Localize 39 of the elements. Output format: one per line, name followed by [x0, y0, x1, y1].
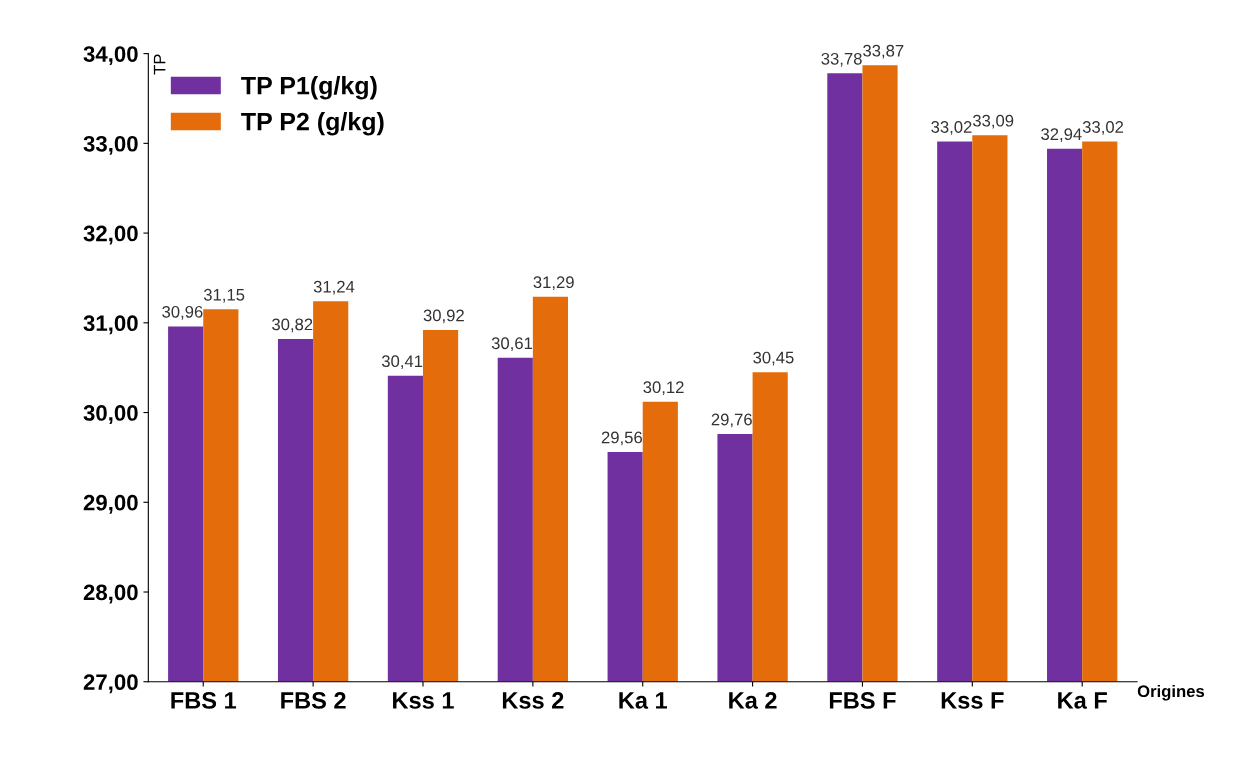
y-tick-label: 34,00	[83, 46, 138, 66]
data-label: 31,29	[533, 276, 574, 291]
data-label: 33,87	[863, 44, 904, 59]
legend-label: TP P2 (g/kg)	[241, 112, 384, 136]
x-tick-label: FBS 2	[281, 692, 346, 709]
data-label: 30,96	[162, 305, 203, 320]
x-tick-label: Kss 2	[502, 692, 564, 709]
data-label: 30,61	[491, 337, 533, 352]
legend-label: TP P1(g/kg)	[241, 76, 377, 100]
y-tick-label: 30,00	[83, 405, 138, 425]
x-tick-label: Ka 2	[729, 692, 777, 709]
data-label: 33,02	[1082, 121, 1124, 135]
x-tick-label: Kss 1	[393, 692, 454, 709]
y-tick-label: 28,00	[83, 584, 138, 604]
y-tick-label: 29,00	[83, 494, 138, 514]
data-label: 33,78	[821, 52, 862, 67]
data-label: 33,02	[931, 121, 972, 135]
y-tick-label: 31,00	[83, 315, 138, 335]
x-tick-label: Ka 1	[619, 692, 667, 709]
data-label: 32,94	[1041, 128, 1082, 143]
y-tick-label: 33,00	[83, 135, 138, 155]
data-label: 30,82	[272, 318, 313, 333]
y-tick-label: 32,00	[83, 225, 138, 245]
y-tick-label: 27,00	[83, 674, 138, 694]
data-label: 33,09	[972, 114, 1014, 129]
data-label: 30,41	[381, 355, 423, 370]
data-label: 29,56	[601, 431, 642, 446]
data-label: 30,12	[643, 381, 684, 396]
y-axis-title: TP	[153, 54, 166, 75]
data-label: 30,92	[423, 309, 464, 324]
x-tick-label: FBS F	[829, 692, 896, 709]
x-axis-title: Origines	[1137, 684, 1205, 701]
data-label: 31,24	[313, 280, 355, 295]
data-label: 31,15	[203, 288, 245, 303]
x-tick-label: FBS 1	[171, 692, 237, 709]
data-label: 30,45	[753, 351, 794, 366]
data-label: 29,76	[711, 413, 752, 428]
x-tick-label: Ka F	[1058, 692, 1107, 709]
x-tick-label: Kss F	[941, 692, 1004, 709]
